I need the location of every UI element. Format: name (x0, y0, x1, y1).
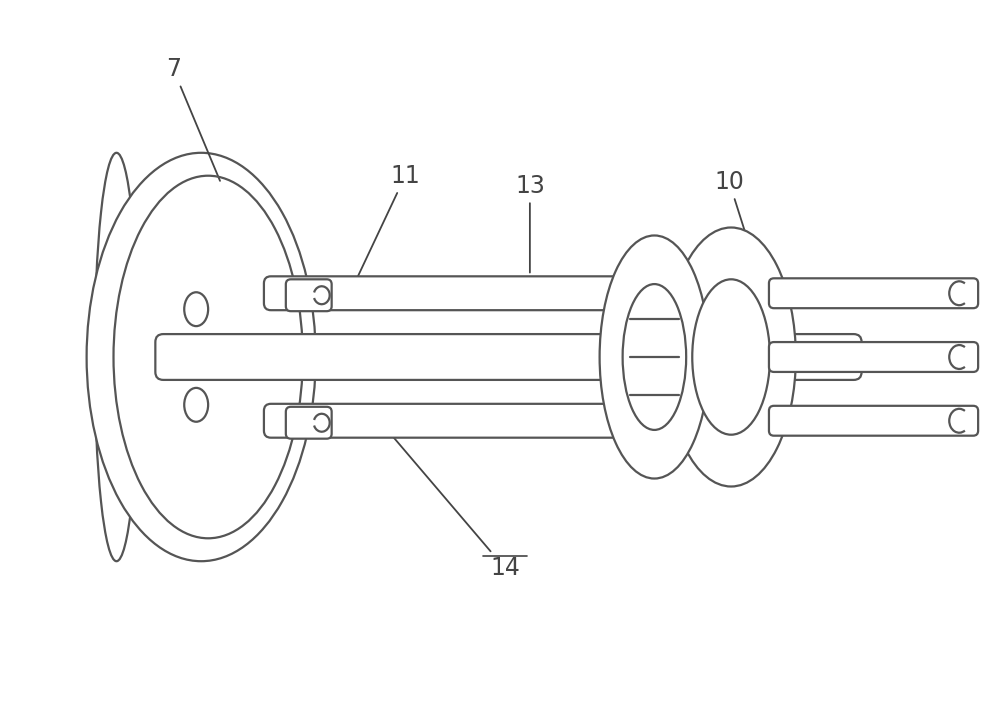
Text: 14: 14 (392, 436, 520, 581)
FancyBboxPatch shape (286, 407, 332, 439)
FancyBboxPatch shape (264, 404, 641, 438)
Ellipse shape (666, 227, 796, 486)
FancyBboxPatch shape (264, 276, 641, 310)
Ellipse shape (623, 284, 686, 430)
FancyBboxPatch shape (155, 334, 862, 380)
Ellipse shape (95, 153, 138, 561)
FancyBboxPatch shape (769, 278, 978, 308)
Ellipse shape (184, 388, 208, 422)
FancyBboxPatch shape (286, 280, 332, 311)
Ellipse shape (87, 153, 316, 561)
Text: 13: 13 (515, 174, 545, 272)
Text: 7: 7 (166, 57, 220, 181)
FancyBboxPatch shape (769, 406, 978, 435)
Text: 11: 11 (357, 164, 420, 279)
Ellipse shape (692, 280, 770, 435)
Text: 10: 10 (714, 169, 750, 248)
Ellipse shape (184, 292, 208, 326)
Ellipse shape (600, 235, 709, 478)
FancyBboxPatch shape (769, 342, 978, 372)
